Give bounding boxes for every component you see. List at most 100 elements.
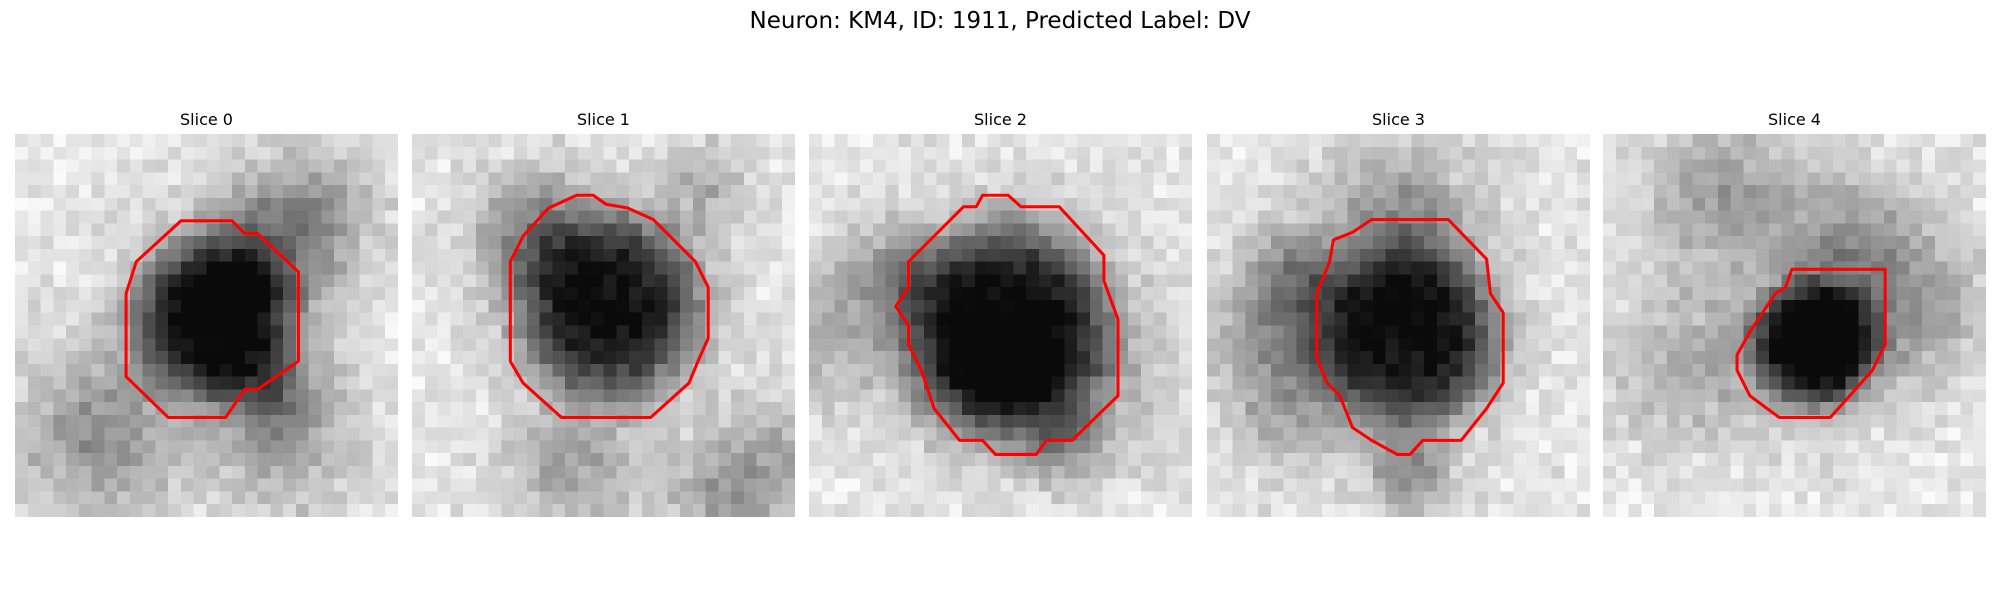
pixel	[756, 504, 770, 517]
pixel	[450, 274, 464, 288]
pixel	[1756, 236, 1769, 249]
pixel	[565, 427, 578, 441]
pixel	[270, 465, 284, 479]
pixel	[1641, 440, 1655, 454]
pixel	[1153, 491, 1167, 505]
pixel	[1436, 427, 1450, 441]
pixel	[1385, 287, 1399, 300]
pixel	[1385, 299, 1399, 313]
pixel	[488, 172, 502, 186]
pixel	[488, 338, 502, 352]
pixel	[1756, 287, 1769, 300]
pixel	[552, 248, 566, 262]
pixel	[257, 402, 271, 415]
pixel	[1013, 185, 1027, 198]
pixel	[705, 223, 719, 237]
pixel	[206, 287, 220, 300]
pixel	[168, 223, 181, 237]
pixel	[142, 351, 156, 364]
pixel	[1934, 185, 1948, 198]
pixel	[1077, 146, 1090, 160]
pixel	[1179, 414, 1192, 428]
pixel	[1768, 312, 1782, 326]
pixel	[129, 414, 143, 428]
pixel	[1794, 236, 1808, 249]
pixel	[475, 146, 489, 160]
pixel	[1858, 172, 1872, 186]
pixel	[1705, 491, 1718, 505]
pixel	[1654, 504, 1667, 517]
pixel	[1564, 236, 1578, 249]
pixel	[1321, 504, 1335, 517]
pixel	[1013, 491, 1027, 505]
pixel	[718, 363, 732, 377]
pixel	[104, 414, 118, 428]
pixel	[1807, 376, 1821, 390]
pixel	[641, 197, 655, 211]
pixel	[1372, 312, 1386, 326]
pixel	[1411, 197, 1425, 211]
pixel	[1270, 299, 1284, 313]
pixel	[104, 223, 118, 237]
pixel	[616, 210, 630, 224]
pixel	[834, 402, 848, 415]
pixel	[1858, 223, 1872, 237]
pixel	[1845, 465, 1859, 479]
pixel	[1219, 248, 1233, 262]
pixel	[193, 274, 207, 288]
pixel	[1577, 363, 1590, 377]
pixel	[1398, 338, 1412, 352]
pixel	[1245, 402, 1259, 415]
pixel	[616, 504, 630, 517]
pixel	[1449, 159, 1463, 173]
pixel	[1807, 134, 1821, 147]
pixel	[1207, 287, 1220, 300]
pixel	[1717, 465, 1731, 479]
pixel	[860, 351, 873, 364]
pixel	[1309, 376, 1322, 390]
pixel	[450, 299, 464, 313]
pixel	[232, 376, 245, 390]
pixel	[91, 172, 105, 186]
pixel	[1038, 197, 1052, 211]
pixel	[1641, 299, 1655, 313]
pixel	[424, 172, 438, 186]
pixel	[1436, 478, 1450, 492]
pixel	[1577, 491, 1590, 505]
pixel	[847, 504, 861, 517]
pixel	[1089, 134, 1103, 147]
pixel	[1077, 210, 1090, 224]
pixel	[872, 389, 886, 403]
pixel	[514, 261, 527, 275]
pixel	[1153, 465, 1167, 479]
pixel	[1756, 325, 1769, 339]
pixel	[821, 159, 835, 173]
pixel	[91, 248, 105, 262]
pixel	[372, 223, 386, 237]
pixel	[78, 504, 92, 517]
pixel	[872, 172, 886, 186]
pixel	[834, 440, 848, 454]
pixel	[117, 236, 130, 249]
pixel	[1807, 210, 1821, 224]
pixel	[603, 453, 617, 466]
pixel	[847, 363, 861, 377]
pixel	[1102, 491, 1116, 505]
pixel	[680, 274, 693, 288]
pixel	[577, 223, 591, 237]
pixel	[168, 197, 181, 211]
pixel	[539, 478, 553, 492]
pixel	[834, 261, 848, 275]
pixel	[372, 351, 386, 364]
pixel	[1756, 210, 1769, 224]
pixel	[1692, 427, 1706, 441]
contour	[124, 219, 300, 419]
pixel	[168, 287, 181, 300]
pixel	[53, 376, 67, 390]
pixel	[1051, 299, 1065, 313]
pixel	[359, 376, 373, 390]
pixel	[1102, 236, 1116, 249]
pixel	[40, 325, 54, 339]
pixel	[731, 402, 744, 415]
pixel	[1692, 491, 1706, 505]
